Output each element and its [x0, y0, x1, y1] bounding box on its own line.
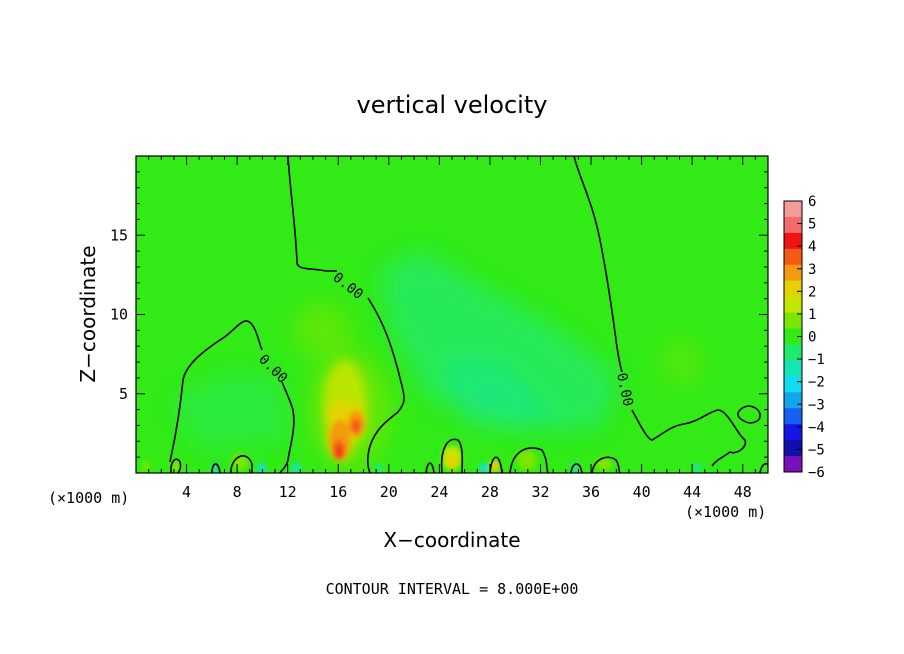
colorbar-tick-label: 4 [808, 239, 816, 255]
x-tick-label: 40 [633, 483, 651, 501]
x-unit-left: (×1000 m) [48, 489, 129, 507]
colorbar-swatch [784, 201, 802, 218]
x-tick-label: 36 [582, 483, 600, 501]
colorbar-swatch [784, 392, 802, 409]
colorbar-tick-label: −2 [808, 375, 825, 391]
zero-contour-central [287, 156, 405, 473]
y-tick-label: 15 [110, 226, 128, 244]
colorbar-swatch [784, 232, 802, 250]
colorbar-tick-label: −4 [808, 420, 825, 436]
x-tick-label: 28 [481, 483, 499, 501]
downdraft-band [170, 250, 620, 450]
x-tick-label: 8 [233, 483, 242, 501]
x-tick-label: 4 [182, 483, 191, 501]
zero-contour-left [169, 320, 295, 473]
colorbar-tick-label: −6 [808, 465, 825, 481]
contour-label-right: 0.00 [613, 372, 636, 408]
colorbar-tick-label: 2 [808, 284, 816, 300]
y-tick-label: 5 [119, 385, 128, 403]
colorbar-tick-label: 1 [808, 307, 816, 323]
colorbar-swatch [784, 280, 802, 298]
colorbar-tick-label: −3 [808, 397, 825, 413]
heatmap-field [136, 156, 768, 473]
x-tick-label: 44 [683, 483, 701, 501]
colorbar-swatch [784, 440, 802, 457]
x-tick-label: 20 [380, 483, 398, 501]
y-axis: 5 10 15 [110, 171, 768, 458]
colorbar-swatch [784, 328, 802, 345]
zero-contour-loop-right [737, 405, 761, 424]
zero-contour-surface-cells [170, 438, 768, 473]
colorbar-tick-label: −5 [808, 442, 825, 458]
chart-title: vertical velocity [357, 91, 548, 119]
surface-cells [142, 446, 701, 473]
y-axis-label: Z−coordinate [76, 245, 100, 382]
x-tick-label: 32 [531, 483, 549, 501]
colorbar-swatch [784, 424, 802, 441]
x-tick-label: 24 [430, 483, 448, 501]
colorbar-tick-label: 3 [808, 262, 816, 278]
x-axis-label: X−coordinate [383, 528, 520, 552]
colorbar: 6 5 4 3 2 1 0 −1 −2 −3 −4 −5 −6 [783, 194, 825, 481]
colorbar-swatch [784, 216, 802, 234]
colorbar-swatch [784, 296, 802, 313]
colorbar-swatch [784, 456, 802, 473]
colorbar-swatch [784, 360, 802, 377]
y-tick-label: 10 [110, 306, 128, 324]
x-unit-right: (×1000 m) [685, 503, 766, 521]
contour-interval: CONTOUR INTERVAL = 8.000E+00 [326, 580, 579, 598]
colorbar-swatch [784, 408, 802, 425]
x-axis: 4 8 12 16 20 24 28 32 36 40 44 48 [148, 156, 756, 501]
colorbar-tick-label: 0 [808, 330, 816, 346]
updraft-core [330, 411, 364, 460]
zero-contours [169, 156, 768, 473]
colorbar-tick-label: −1 [808, 352, 825, 368]
zero-contour-right [573, 156, 747, 467]
colorbar-swatch [784, 344, 802, 361]
colorbar-swatch [784, 376, 802, 393]
x-tick-label: 16 [329, 483, 347, 501]
colorbar-swatch [784, 248, 802, 266]
x-tick-label: 12 [279, 483, 297, 501]
colorbar-tick-label: 5 [808, 217, 816, 233]
colorbar-tick-label: 6 [808, 194, 816, 210]
x-tick-label: 48 [734, 483, 752, 501]
colorbar-swatch [784, 312, 802, 329]
colorbar-swatch [784, 264, 802, 282]
